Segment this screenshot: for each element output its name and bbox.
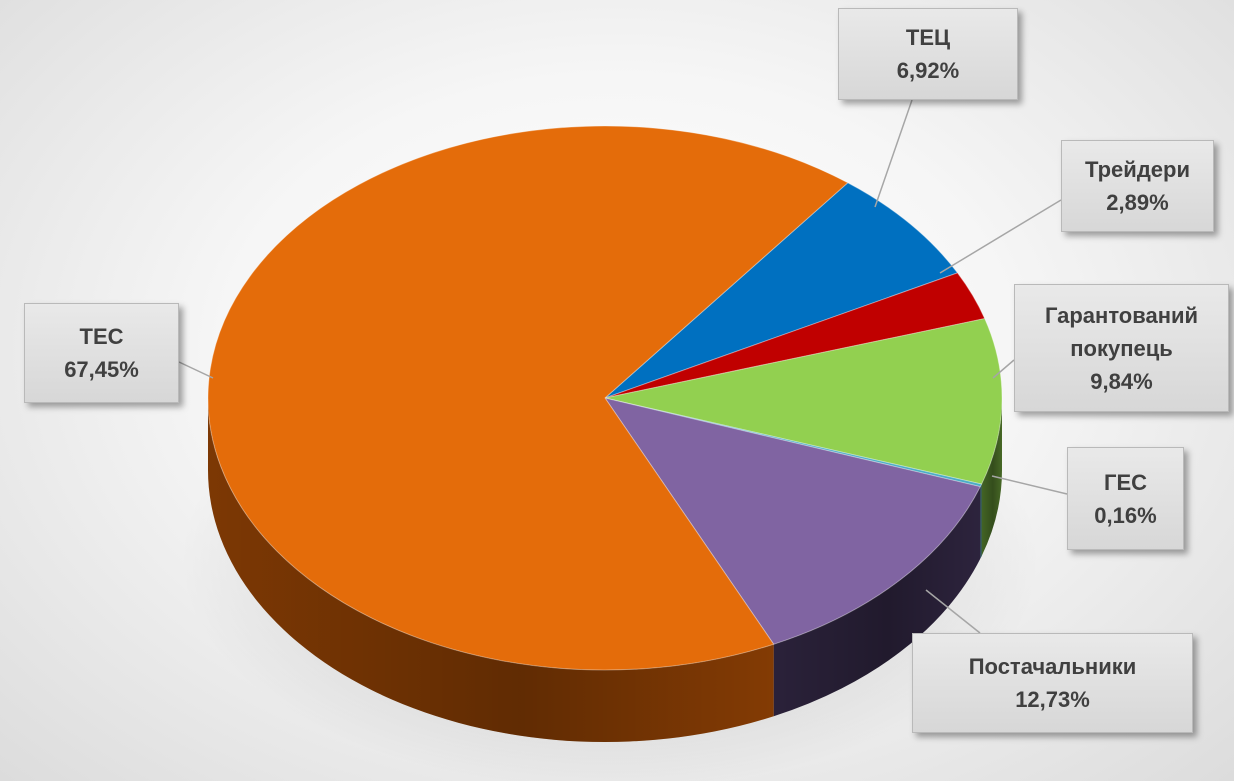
- pie-side-shade-тес: [208, 398, 774, 742]
- pie-leader-lines: [178, 99, 1068, 634]
- data-label-suppliers: Постачальники 12,73%: [912, 633, 1193, 733]
- leader-line-гарантований-покупець: [992, 359, 1015, 379]
- pie-side-shade-гес: [980, 484, 982, 559]
- pie-slice-тец: [604, 182, 959, 399]
- data-label-traders: Трейдери 2,89%: [1061, 140, 1214, 232]
- pie-side-shade-гарантований-покупець: [981, 398, 1002, 557]
- data-label-tets: ТЕЦ 6,92%: [838, 8, 1018, 100]
- pie-slice-постачальники: [603, 397, 982, 645]
- data-label-hes: ГЕС 0,16%: [1067, 447, 1184, 550]
- pie-slice-гарантований-покупець: [604, 317, 1003, 485]
- leader-line-трейдери: [939, 199, 1062, 274]
- pie-side-shade-постачальники: [773, 486, 981, 717]
- pie-slice-гес: [604, 397, 983, 488]
- leader-line-гес: [991, 475, 1068, 495]
- pie-slice-тес: [207, 125, 849, 671]
- leader-line-постачальники: [925, 589, 981, 634]
- data-label-tes: ТЕС 67,45%: [24, 303, 179, 403]
- pie-tops: [207, 125, 1003, 671]
- leader-line-тес: [178, 361, 214, 379]
- pie-sides: [208, 398, 1002, 742]
- leader-line-тец: [874, 99, 913, 208]
- data-label-guaranteed-buyer: Гарантований покупець 9,84%: [1014, 284, 1229, 412]
- pie-slice-трейдери: [604, 272, 986, 399]
